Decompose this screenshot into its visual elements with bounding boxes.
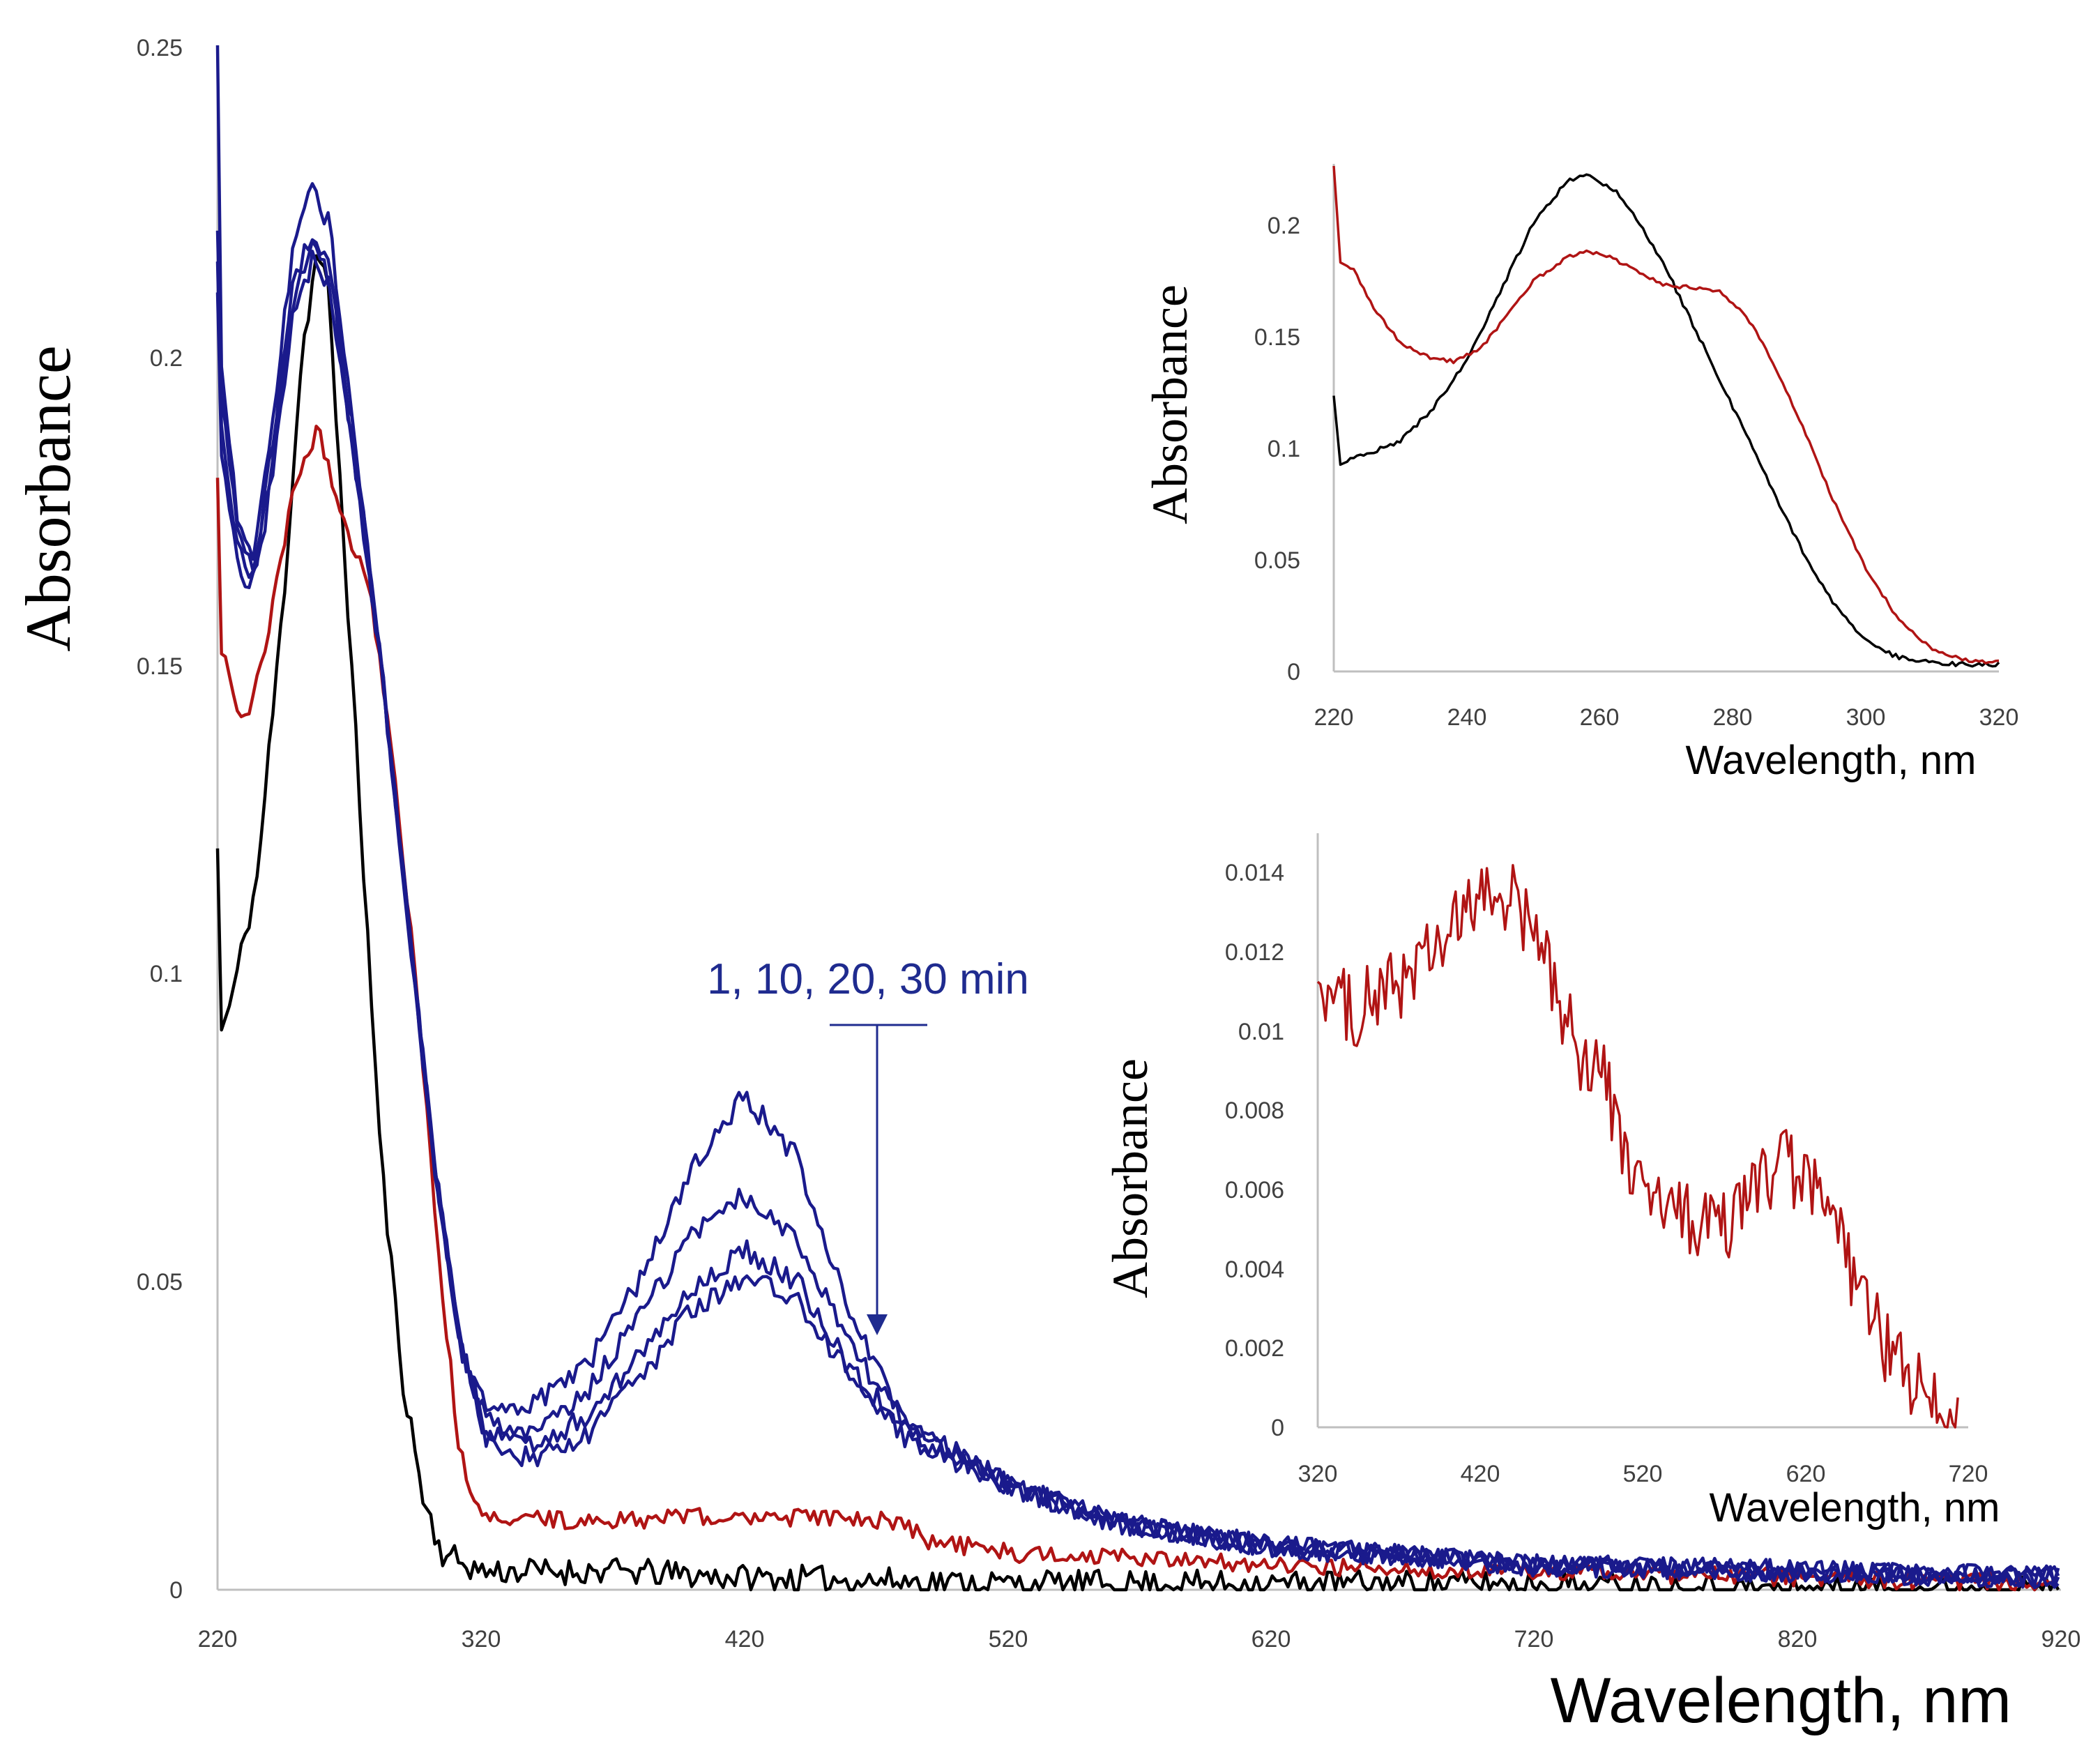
main-ytick-label: 0.2 [150, 345, 183, 372]
main-series-red [215, 425, 2060, 1592]
main-series-group [215, 45, 2060, 1592]
inset-top-ytick-label: 0.15 [1254, 324, 1300, 351]
inset-top-series-black [1332, 173, 2000, 668]
main-chart: 0 0.05 0.1 0.15 0.2 0.25 220 320 420 520… [13, 35, 2080, 1736]
inset-top-ytick-label: 0.1 [1268, 436, 1300, 462]
inset-bottom-ytick-label: 0.006 [1225, 1177, 1284, 1203]
inset-bottom-ytick-label: 0 [1271, 1415, 1284, 1441]
inset-bottom-series-group [1316, 864, 1959, 1429]
inset-bottom-x-axis-label: Wavelength, nm [1710, 1485, 2000, 1530]
inset-bottom-ytick-label: 0.002 [1225, 1335, 1284, 1362]
inset-top-x-axis-label: Wavelength, nm [1686, 738, 1977, 783]
main-xtick-label: 720 [1514, 1626, 1554, 1653]
main-xtick-label: 920 [2041, 1626, 2081, 1653]
inset-bottom-ytick-label: 0.008 [1225, 1097, 1284, 1124]
inset-bottom-xtick-label: 420 [1461, 1461, 1500, 1487]
inset-bottom-ytick-label: 0.012 [1225, 939, 1284, 966]
time-annotation-label: 1, 10, 20, 30 min [707, 955, 1029, 1003]
main-ytick-label: 0.15 [137, 653, 183, 680]
main-xtick-label: 220 [198, 1626, 238, 1653]
inset-bottom-chart: 0 0.002 0.004 0.006 0.008 0.01 0.012 0.0… [1102, 833, 2000, 1530]
annotation-arrow-head [867, 1314, 888, 1335]
inset-bottom-xtick-label: 720 [1949, 1461, 1988, 1487]
inset-bottom-y-axis-label: Absorbance [1102, 1058, 1158, 1298]
main-ytick-label: 0.1 [150, 961, 183, 987]
main-ytick-label: 0 [169, 1577, 183, 1604]
main-xtick-label: 320 [462, 1626, 501, 1653]
main-series-20-min [215, 239, 2060, 1588]
inset-top-series-group [1332, 165, 2000, 668]
inset-top-y-axis-label: Absorbance [1142, 284, 1198, 524]
main-ytick-label: 0.05 [137, 1269, 183, 1296]
main-xtick-label: 420 [725, 1626, 765, 1653]
main-series-30-min [215, 250, 2060, 1590]
inset-bottom-series-red [1316, 864, 1959, 1429]
main-x-axis-label: Wavelength, nm [1551, 1665, 2011, 1736]
inset-top-series-red [1332, 165, 2000, 664]
inset-top-xtick-label: 320 [1979, 704, 2019, 731]
inset-bottom-ytick-label: 0.014 [1225, 860, 1284, 886]
inset-top-xtick-label: 260 [1580, 704, 1620, 731]
inset-bottom-ytick-label: 0.01 [1238, 1019, 1284, 1045]
main-series-10-min [215, 230, 2060, 1589]
inset-bottom-xtick-label: 520 [1623, 1461, 1663, 1487]
main-xtick-label: 820 [1778, 1626, 1818, 1653]
main-xtick-label: 620 [1251, 1626, 1291, 1653]
inset-top-xtick-label: 240 [1447, 704, 1487, 731]
inset-top-xtick-label: 220 [1314, 704, 1354, 731]
main-y-axis-label: Absorbance [13, 345, 84, 651]
inset-top-xtick-label: 280 [1713, 704, 1753, 731]
inset-bottom-xtick-label: 620 [1786, 1461, 1826, 1487]
inset-bottom-ytick-label: 0.004 [1225, 1256, 1284, 1283]
main-series-1-min [215, 45, 2060, 1587]
inset-top-ytick-label: 0.2 [1268, 213, 1300, 239]
inset-top-xtick-label: 300 [1846, 704, 1886, 731]
inset-top-ytick-label: 0.05 [1254, 547, 1300, 574]
inset-top-ytick-label: 0 [1287, 659, 1300, 685]
inset-top-chart: 0 0.05 0.1 0.15 0.2 220 240 260 280 300 … [1142, 164, 2018, 783]
main-series-black [215, 254, 2060, 1592]
inset-bottom-xtick-label: 320 [1298, 1461, 1338, 1487]
main-ytick-label: 0.25 [137, 35, 183, 61]
main-xtick-label: 520 [989, 1626, 1028, 1653]
